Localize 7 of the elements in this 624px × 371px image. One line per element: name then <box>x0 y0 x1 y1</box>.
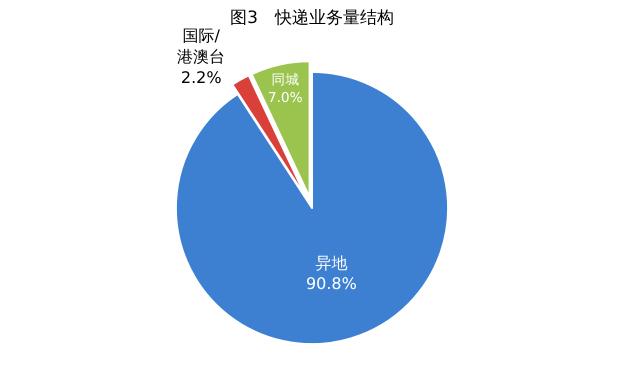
data-label: 2.2% <box>180 68 222 87</box>
slice-label: 国际/ 港澳台 <box>177 26 226 66</box>
slice-label: 异地 <box>315 253 348 272</box>
data-label: 90.8% <box>306 274 357 294</box>
slice-label: 同城 <box>271 72 300 88</box>
chart-title: 图3 快递业务量结构 <box>230 8 394 28</box>
data-label: 7.0% <box>268 90 303 106</box>
